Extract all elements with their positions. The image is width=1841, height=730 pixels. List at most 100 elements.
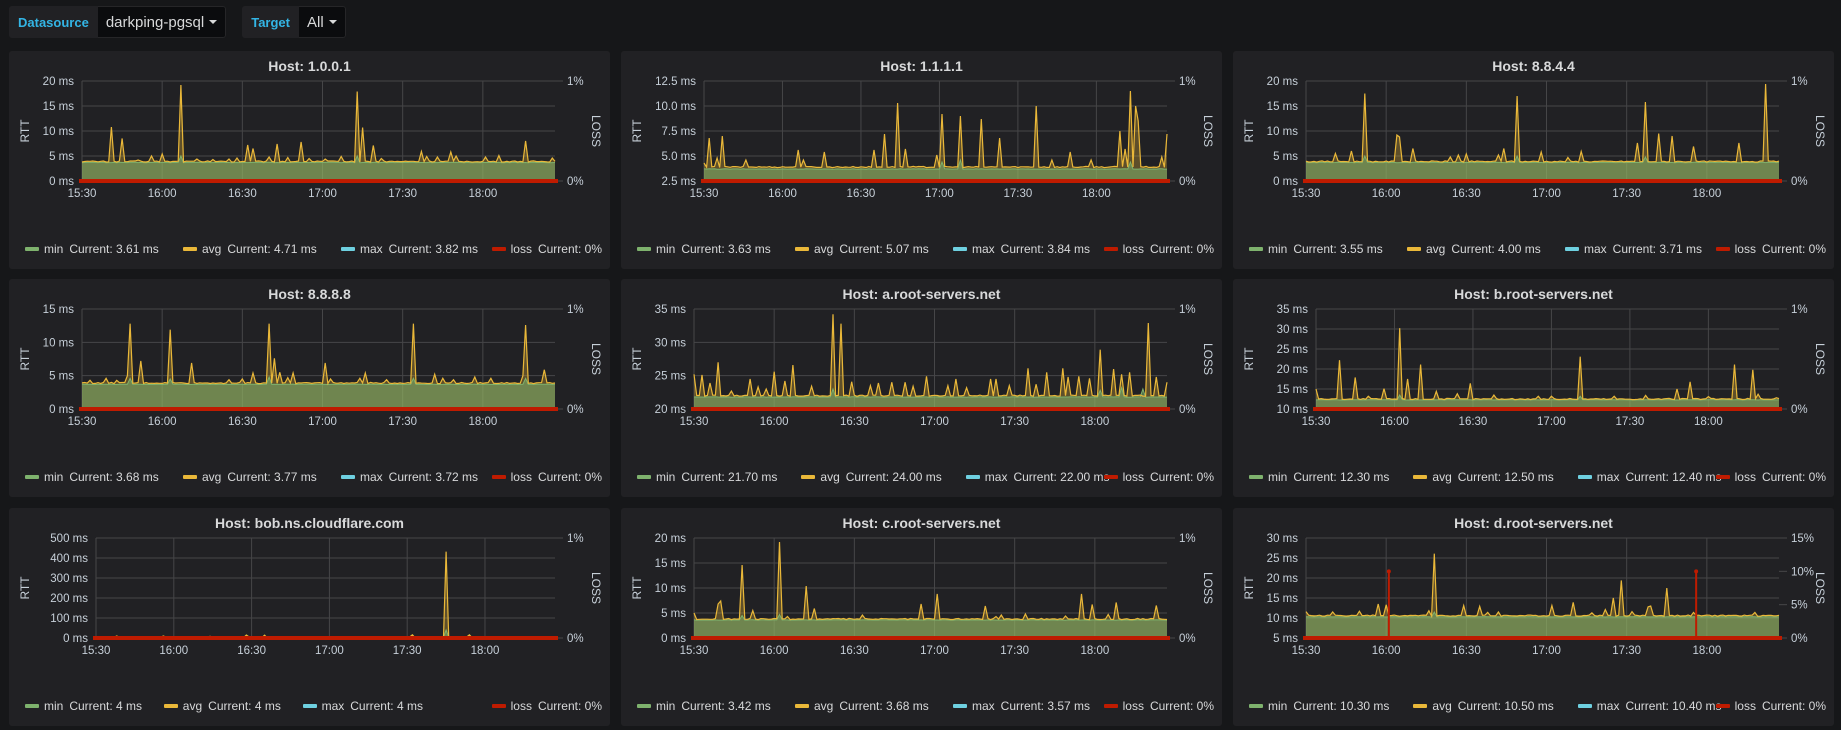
- legend-item-min[interactable]: min Current: 3.68 ms: [25, 470, 159, 484]
- y-tick-label: 0 ms: [63, 633, 88, 645]
- legend-item-avg[interactable]: avg Current: 24.00 ms: [801, 470, 942, 484]
- y-tick-label: 10 ms: [1267, 613, 1299, 625]
- avg-series-line: [1305, 83, 1780, 164]
- legend-swatch-icon: [1249, 247, 1263, 251]
- y-tick-label: 35 ms: [1277, 304, 1309, 316]
- legend-item-max[interactable]: max Current: 3.72 ms: [341, 470, 478, 484]
- legend-item-max[interactable]: max Current: 12.40 ms: [1577, 470, 1722, 484]
- graph-canvas[interactable]: 0 ms 5 ms 10 ms 15 ms 20 ms 0% 1% 15:30 16:00 16:…: [1233, 51, 1834, 241]
- y-tick-label: 35 ms: [655, 304, 687, 316]
- legend-item-max[interactable]: max Current: 4 ms: [302, 699, 423, 713]
- legend-swatch-icon: [341, 247, 355, 251]
- y-tick-label: 15 ms: [1277, 384, 1309, 396]
- y-axis-title: RTT: [18, 576, 32, 600]
- legend-item-max[interactable]: max Current: 3.71 ms: [1565, 242, 1702, 256]
- panel-title[interactable]: Host: b.root-servers.net: [1454, 286, 1613, 302]
- legend-item-loss[interactable]: loss Current: 0%: [1715, 242, 1826, 256]
- legend-item-max[interactable]: max Current: 10.40 ms: [1577, 699, 1722, 713]
- legend-series-name: avg: [1432, 470, 1452, 484]
- legend-item-max[interactable]: max Current: 3.82 ms: [341, 242, 478, 256]
- legend-item-min[interactable]: min Current: 3.42 ms: [637, 699, 771, 713]
- target-dropdown[interactable]: All: [298, 6, 346, 38]
- y-axis-title: RTT: [18, 347, 32, 371]
- legend-swatch-icon: [1565, 247, 1579, 251]
- legend-current-value: Current: 3.71 ms: [1612, 242, 1703, 256]
- legend-current-value: Current: 0%: [1761, 699, 1826, 713]
- legend-item-loss[interactable]: loss Current: 0%: [1103, 470, 1214, 484]
- graph-canvas[interactable]: 2.5 ms 5.0 ms 7.5 ms 10.0 ms 12.5 ms 0% 1% 15:3…: [621, 51, 1222, 241]
- legend-item-max[interactable]: max Current: 3.84 ms: [953, 242, 1090, 256]
- panel-title[interactable]: Host: 1.1.1.1: [880, 58, 963, 74]
- graph-canvas[interactable]: 0 ms 100 ms 200 ms 300 ms 400 ms 500 ms 0% 1% 15…: [9, 508, 610, 698]
- legend-series-name: min: [656, 699, 676, 713]
- y2-tick-label: 15%: [1791, 533, 1814, 545]
- graph-legend: min Current: 3.68 ms avg Current: 3.77 ms ma…: [25, 470, 602, 488]
- legend-item-avg[interactable]: avg Current: 3.77 ms: [183, 470, 317, 484]
- panel-title[interactable]: Host: bob.ns.cloudflare.com: [214, 515, 404, 531]
- legend-swatch-icon: [1577, 475, 1592, 479]
- graph-canvas[interactable]: 20 ms 25 ms 30 ms 35 ms 0% 1% 15:30 16:00 16:30 1…: [621, 279, 1222, 469]
- legend-series-name: loss: [510, 470, 532, 484]
- legend-current-value: Current: 10.40 ms: [1625, 699, 1722, 713]
- graph-canvas[interactable]: 0 ms 5 ms 10 ms 15 ms 0% 1% 15:30 16:00 16:30 17:…: [9, 279, 610, 469]
- legend-item-min[interactable]: min Current: 4 ms: [25, 699, 142, 713]
- graph-canvas[interactable]: 0 ms 5 ms 10 ms 15 ms 20 ms 0% 1% 15:30 16:00 16:…: [9, 51, 610, 241]
- legend-item-avg[interactable]: avg Current: 10.50 ms: [1413, 699, 1554, 713]
- x-tick-label: 16:00: [148, 188, 177, 200]
- legend-item-loss[interactable]: loss Current: 0%: [491, 470, 602, 484]
- graph-panel: Host: 1.1.1.1 2.5 ms 5.0 ms 7.5 ms 10.0 ms 12…: [621, 51, 1222, 269]
- graph-canvas[interactable]: 5 ms 10 ms 15 ms 20 ms 25 ms 30 ms 0% 5% 10% 15% 1…: [1233, 508, 1834, 698]
- panel-title[interactable]: Host: d.root-servers.net: [1454, 515, 1613, 531]
- legend-swatch-icon: [801, 475, 816, 479]
- panel-title[interactable]: Host: 1.0.0.1: [268, 58, 351, 74]
- legend-item-loss[interactable]: loss Current: 0%: [1715, 699, 1826, 713]
- graph-canvas[interactable]: 10 ms 15 ms 20 ms 25 ms 30 ms 35 ms 0% 1% 15:30 1…: [1233, 279, 1834, 469]
- y-tick-label: 15 ms: [1267, 101, 1299, 113]
- legend-item-loss[interactable]: loss Current: 0%: [1715, 470, 1826, 484]
- y-tick-label: 12.5 ms: [655, 76, 696, 88]
- legend-item-min[interactable]: min Current: 3.63 ms: [637, 242, 771, 256]
- legend-swatch-icon: [1103, 704, 1118, 708]
- legend-item-min[interactable]: min Current: 12.30 ms: [1249, 470, 1389, 484]
- legend-current-value: Current: 10.50 ms: [1457, 699, 1554, 713]
- legend-item-avg[interactable]: avg Current: 3.68 ms: [795, 699, 929, 713]
- legend-item-min[interactable]: min Current: 10.30 ms: [1249, 699, 1389, 713]
- y-tick-label: 200 ms: [50, 593, 88, 605]
- legend-item-avg[interactable]: avg Current: 12.50 ms: [1413, 470, 1554, 484]
- y2-axis-title: LOSS: [1813, 115, 1827, 147]
- x-tick-label: 15:30: [68, 188, 97, 200]
- legend-current-value: Current: 3.42 ms: [681, 699, 771, 713]
- legend-swatch-icon: [183, 247, 197, 251]
- legend-series-name: max: [360, 470, 383, 484]
- panel-title[interactable]: Host: 8.8.8.8: [268, 286, 351, 302]
- legend-item-min[interactable]: min Current: 3.55 ms: [1249, 242, 1383, 256]
- legend-item-min[interactable]: min Current: 3.61 ms: [25, 242, 159, 256]
- target-value: All: [306, 13, 324, 31]
- graph-legend: min Current: 4 ms avg Current: 4 ms max Curre…: [25, 699, 602, 717]
- legend-series-name: min: [1268, 470, 1288, 484]
- y-tick-label: 0 ms: [49, 404, 74, 416]
- legend-item-loss[interactable]: loss Current: 0%: [1103, 699, 1214, 713]
- graph-canvas[interactable]: 0 ms 5 ms 10 ms 15 ms 20 ms 0% 1% 15:30 16:00 16:…: [621, 508, 1222, 698]
- legend-item-max[interactable]: max Current: 22.00 ms: [965, 470, 1110, 484]
- panel-title[interactable]: Host: 8.8.4.4: [1492, 58, 1575, 74]
- legend-item-min[interactable]: min Current: 21.70 ms: [637, 470, 777, 484]
- legend-swatch-icon: [965, 475, 980, 479]
- legend-item-avg[interactable]: avg Current: 5.07 ms: [795, 242, 929, 256]
- panel-title[interactable]: Host: c.root-servers.net: [842, 515, 1001, 531]
- min-series-line: [703, 158, 1167, 170]
- x-tick-label: 17:30: [1000, 645, 1029, 657]
- panel-title[interactable]: Host: a.root-servers.net: [842, 286, 1001, 302]
- legend-item-avg[interactable]: avg Current: 4.71 ms: [183, 242, 317, 256]
- legend-item-loss[interactable]: loss Current: 0%: [1103, 242, 1214, 256]
- legend-item-avg[interactable]: avg Current: 4.00 ms: [1407, 242, 1541, 256]
- datasource-dropdown[interactable]: darkping-pgsql: [97, 6, 227, 38]
- legend-item-loss[interactable]: loss Current: 0%: [491, 699, 602, 713]
- graph-legend: min Current: 10.30 ms avg Current: 10.50 ms…: [1249, 699, 1826, 717]
- legend-item-loss[interactable]: loss Current: 0%: [491, 242, 602, 256]
- legend-current-value: Current: 4.00 ms: [1451, 242, 1541, 256]
- y2-tick-label: 1%: [567, 304, 584, 316]
- legend-item-max[interactable]: max Current: 3.57 ms: [953, 699, 1090, 713]
- legend-item-avg[interactable]: avg Current: 4 ms: [163, 699, 281, 713]
- min-series-line: [1305, 154, 1780, 164]
